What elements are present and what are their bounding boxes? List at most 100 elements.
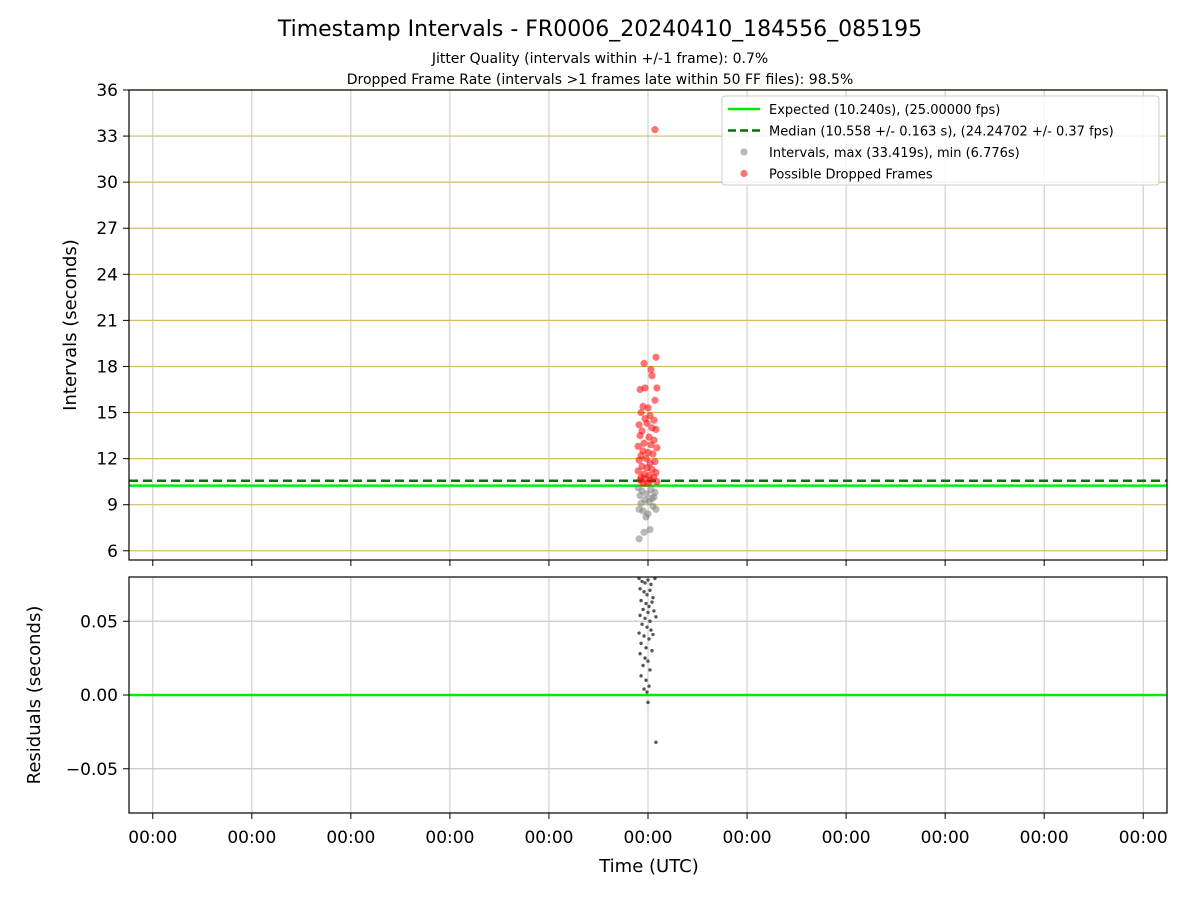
residual-point (646, 578, 650, 582)
residual-point (639, 598, 643, 603)
legend-intervals-swatch (740, 148, 748, 156)
residual-point (643, 581, 647, 585)
dropped-frame-point (636, 431, 644, 440)
x-tick-label: 00:00 (822, 828, 871, 848)
x-tick-label: 00:00 (326, 828, 375, 848)
dropped-frame-point (644, 479, 652, 487)
x-tick-label: 00:00 (921, 828, 970, 848)
legend-median-label: Median (10.558 +/- 0.163 s), (24.24702 +… (769, 125, 1114, 140)
dropped-frame-point (640, 439, 648, 447)
residual-point (645, 690, 649, 694)
residuals-panel: −0.05 0.00 0.05 00:00 00:00 00:00 00:00 00:00 00… (66, 576, 1168, 848)
residual-point (646, 700, 650, 705)
y-tick-label: 0.00 (80, 686, 118, 706)
residual-point (641, 663, 645, 668)
x-tick-label: 00:00 (1119, 828, 1168, 848)
residual-point (644, 678, 648, 682)
residual-point (648, 668, 652, 672)
y-tick-label: 21 (96, 311, 118, 331)
residual-point (649, 628, 653, 632)
residuals-plot-frame (128, 576, 1168, 814)
residual-point (654, 740, 658, 744)
interval-point (635, 535, 643, 543)
dropped-frame-point (649, 450, 657, 458)
y-tick-label: 12 (96, 450, 118, 470)
legend: Expected (10.240s), (25.00000 fps) Median… (721, 95, 1160, 186)
x-axis-label: Time (UTC) (598, 856, 699, 877)
residual-point (644, 646, 648, 650)
y-tick-label: 36 (96, 81, 118, 101)
interval-point (652, 505, 660, 513)
y-tick-label: 18 (96, 357, 118, 377)
residual-point (639, 674, 643, 678)
x-tick-label: 00:00 (425, 828, 474, 848)
residual-point (651, 595, 655, 600)
dropped-frame-point (653, 384, 661, 392)
residual-point (637, 631, 641, 635)
residual-point (638, 613, 642, 618)
residual-point (652, 609, 656, 613)
dropped-frame-point (634, 442, 642, 450)
dropped-frame-point (653, 444, 661, 452)
intervals-plot-frame (128, 89, 1168, 561)
legend-dropped-label: Possible Dropped Frames (769, 168, 933, 183)
x-tick-label: 00:00 (227, 828, 276, 848)
dropped-frame-point (652, 353, 660, 361)
residual-point (644, 601, 648, 606)
residual-point (642, 590, 646, 594)
residual-point (642, 687, 646, 691)
x-tick-label: 00:00 (128, 828, 177, 848)
legend-box (721, 95, 1160, 186)
x-tick-label: 00:00 (1020, 828, 1069, 848)
interval-point (640, 528, 648, 536)
dropped-frame-point (650, 416, 658, 424)
legend-dropped-swatch (740, 169, 748, 178)
residual-point (649, 582, 653, 587)
x-tick-label: 00:00 (524, 828, 573, 848)
dropped-frame-point (653, 478, 661, 486)
x-tick-label: 00:00 (723, 828, 772, 848)
chart-subtitle-jitter: Jitter Quality (intervals within +/-1 fr… (431, 51, 768, 67)
residual-point (640, 579, 644, 584)
residual-point (645, 593, 649, 597)
residual-point (650, 649, 654, 653)
residual-point (638, 652, 642, 656)
y-tick-label: 6 (107, 542, 118, 562)
dropped-frame-point (651, 126, 659, 134)
dropped-frame-point (647, 441, 655, 449)
residual-point (641, 607, 645, 612)
y-tick-label: 24 (96, 265, 118, 285)
dropped-frame-point (635, 456, 643, 464)
dropped-frame-point (636, 385, 644, 394)
residual-point (643, 616, 647, 620)
y-axis-label-residuals: Residuals (seconds) (24, 606, 45, 785)
residual-point (642, 634, 646, 638)
y-tick-label: 27 (96, 219, 118, 239)
interval-point (642, 513, 650, 521)
residual-point (637, 576, 641, 581)
residual-point (651, 632, 655, 637)
interval-point (651, 488, 659, 497)
legend-expected-label: Expected (10.240s), (25.00000 fps) (769, 103, 1000, 118)
dropped-frame-point (644, 404, 652, 412)
chart-subtitle-dropped: Dropped Frame Rate (intervals >1 frames … (347, 72, 854, 88)
dropped-frame-point (651, 396, 659, 404)
dropped-frame-point (652, 425, 660, 434)
residual-point (647, 684, 651, 688)
residual-point (638, 587, 642, 591)
residual-point (650, 600, 654, 604)
residual-point (647, 604, 651, 609)
residual-point (640, 622, 644, 626)
interval-point (646, 525, 654, 534)
x-tick-label: 00:00 (624, 828, 673, 848)
residual-point (639, 641, 643, 646)
dropped-frame-point (640, 359, 648, 367)
y-tick-label: 30 (96, 173, 118, 193)
chart-title: Timestamp Intervals - FR0006_20240410_18… (277, 17, 922, 42)
dropped-frame-point (647, 365, 655, 374)
residual-point (643, 656, 647, 660)
legend-intervals-label: Intervals, max (33.419s), min (6.776s) (769, 146, 1020, 161)
residual-point (646, 610, 650, 615)
y-tick-label: 33 (96, 127, 118, 147)
